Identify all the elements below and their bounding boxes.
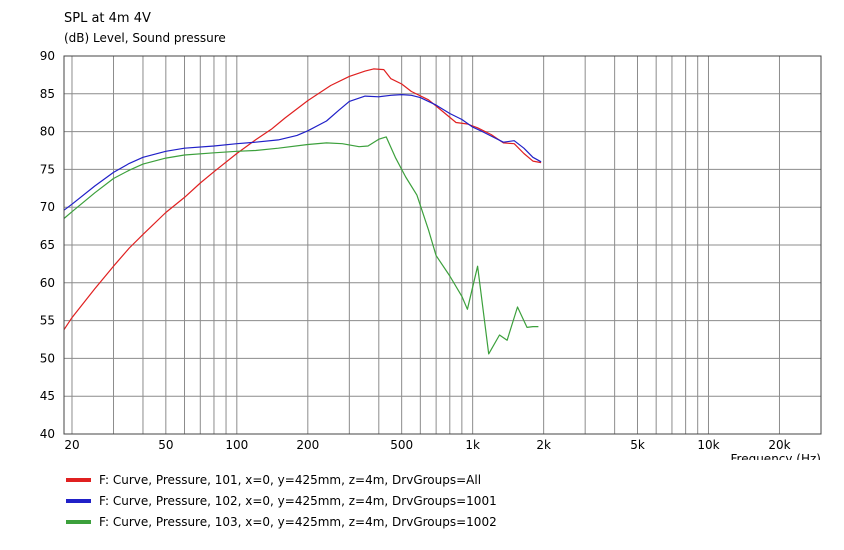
plot-border — [63, 55, 822, 435]
y-tick-label: 65 — [40, 238, 55, 252]
y-tick-label: 55 — [40, 314, 55, 328]
legend-item: F: Curve, Pressure, 101, x=0, y=425mm, z… — [66, 469, 497, 490]
y-tick-labels: 90 85 80 75 70 65 60 55 50 45 40 — [40, 49, 55, 441]
y-tick-label: 50 — [40, 351, 55, 365]
x-tick-labels: 20 50 100 200 500 1k 2k 5k 10k 20k — [64, 438, 790, 452]
legend-item: F: Curve, Pressure, 103, x=0, y=425mm, z… — [66, 511, 497, 532]
y-tick-label: 75 — [40, 162, 55, 176]
x-tick-label: 100 — [225, 438, 248, 452]
legend: F: Curve, Pressure, 101, x=0, y=425mm, z… — [66, 469, 497, 532]
legend-label: F: Curve, Pressure, 101, x=0, y=425mm, z… — [99, 472, 482, 487]
x-axis-title: Frequency (Hz) — [731, 452, 822, 460]
curve-series-2 — [63, 93, 542, 211]
legend-item: F: Curve, Pressure, 102, x=0, y=425mm, z… — [66, 490, 497, 511]
y-tick-label: 90 — [40, 49, 55, 63]
curve-series-3 — [63, 136, 539, 355]
curve-series-1 — [63, 68, 542, 331]
legend-swatch — [66, 498, 91, 503]
y-tick-label: 45 — [40, 389, 55, 403]
legend-label: F: Curve, Pressure, 102, x=0, y=425mm, z… — [99, 493, 497, 508]
y-tick-label: 60 — [40, 276, 55, 290]
chart-title: SPL at 4m 4V — [64, 11, 151, 26]
legend-label: F: Curve, Pressure, 103, x=0, y=425mm, z… — [99, 514, 497, 529]
x-tick-label: 2k — [536, 438, 551, 452]
y-tick-label: 40 — [40, 427, 55, 441]
y-tick-label: 70 — [40, 200, 55, 214]
x-tick-label: 500 — [390, 438, 413, 452]
x-tick-label: 20 — [64, 438, 79, 452]
grid-lines — [64, 55, 822, 435]
legend-swatch — [66, 519, 91, 524]
x-tick-label: 1k — [465, 438, 480, 452]
x-tick-label: 50 — [158, 438, 173, 452]
curve-lines — [63, 68, 542, 355]
spl-chart: 90 85 80 75 70 65 60 55 50 45 40 20 50 100 200 500 1k 2k… — [40, 49, 822, 460]
y-tick-label: 85 — [40, 87, 55, 101]
x-tick-label: 200 — [296, 438, 319, 452]
x-tick-label: 5k — [630, 438, 645, 452]
x-tick-label: 10k — [697, 438, 719, 452]
x-tick-label: 20k — [768, 438, 790, 452]
y-axis-label: (dB) Level, Sound pressure — [64, 31, 226, 45]
y-tick-label: 80 — [40, 125, 55, 139]
legend-swatch — [66, 477, 91, 482]
